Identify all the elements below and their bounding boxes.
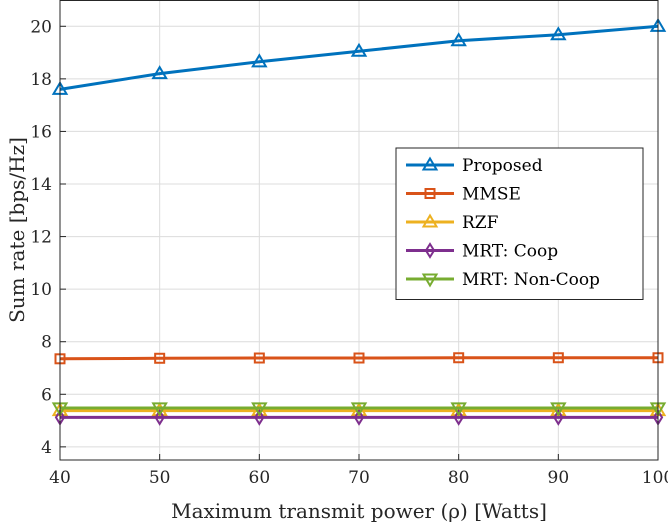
legend-item: Proposed (406, 156, 543, 176)
legend-label: MMSE (462, 185, 521, 205)
legend-marker (421, 156, 439, 171)
x-tick-label: 50 (149, 468, 171, 488)
series-line (59, 356, 658, 361)
data-point (353, 352, 365, 364)
data-point (251, 402, 268, 417)
legend-marker (421, 213, 439, 228)
y-tick-label: 8 (41, 333, 52, 353)
data-point (450, 402, 467, 417)
legend-item: MRT: Non-Coop (406, 270, 600, 290)
data-point (552, 352, 564, 364)
x-tick-label: 90 (548, 468, 570, 488)
data-point (453, 352, 465, 364)
legend-marker (424, 188, 436, 199)
data-point (151, 402, 168, 417)
legend-item: MRT: Coop (406, 242, 558, 262)
data-point (154, 409, 165, 426)
series-line (59, 24, 659, 91)
legend-item: RZF (406, 213, 499, 233)
data-point (151, 65, 168, 80)
y-tick-label: 20 (30, 17, 52, 37)
legend-label: MRT: Coop (462, 242, 558, 262)
y-tick-label: 14 (30, 175, 52, 195)
y-tick-label: 12 (30, 228, 52, 248)
legend-label: MRT: Non-Coop (462, 270, 600, 290)
data-point (154, 352, 166, 364)
data-point (353, 409, 365, 426)
legend-marker (421, 273, 439, 288)
data-point (550, 26, 567, 41)
data-point (251, 53, 268, 68)
y-tick-label: 10 (30, 280, 52, 300)
series-mrt-non-coop (51, 402, 667, 417)
data-point (350, 42, 368, 57)
series-mrt-coop (54, 409, 664, 426)
series-layer (51, 17, 667, 426)
y-tick-label: 4 (41, 438, 52, 458)
legend-marker (424, 242, 436, 259)
legend-label: Proposed (462, 156, 543, 176)
data-point (453, 409, 464, 426)
x-tick-label: 60 (249, 468, 271, 488)
data-point (553, 409, 564, 426)
data-point (253, 352, 265, 364)
legend: Proposed MMSE RZF MRT: Coop MRT: Non-Coop (395, 147, 644, 300)
data-point (350, 402, 368, 417)
x-tick-label: 100 (642, 468, 668, 488)
legend-item: MMSE (406, 185, 521, 205)
legend-label: RZF (462, 213, 499, 233)
ticks: 40 50 60 70 80 90 100 4 6 8 10 12 14 16 18 20 (30, 17, 668, 488)
x-tick-label: 40 (49, 468, 71, 488)
y-tick-label: 16 (30, 122, 52, 142)
data-point (450, 32, 467, 47)
x-tick-label: 70 (348, 468, 370, 488)
x-axis-label: Maximum transmit power (ρ) [Watts] (171, 499, 547, 523)
y-axis-label: Sum rate [bps/Hz] (5, 137, 29, 323)
y-tick-label: 6 (41, 385, 52, 405)
data-point (254, 409, 265, 426)
y-tick-label: 18 (30, 70, 52, 90)
data-point (550, 402, 567, 417)
x-tick-label: 80 (448, 468, 470, 488)
